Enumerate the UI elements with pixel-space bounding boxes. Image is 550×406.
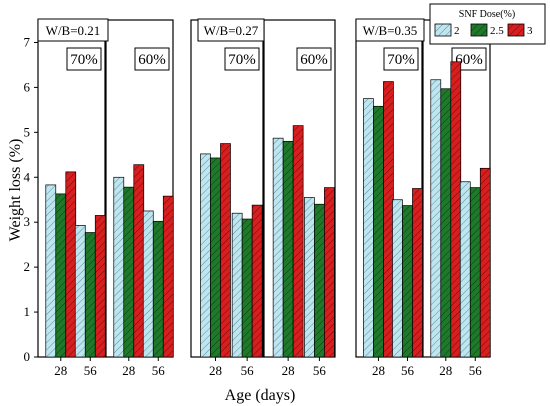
legend-label: 3 [527, 25, 533, 37]
group-label-box [197, 18, 265, 42]
bar [133, 164, 145, 358]
x-tick-label: 56 [401, 363, 415, 378]
bar [314, 203, 325, 358]
panel-label-box [296, 47, 332, 71]
bar [450, 61, 462, 358]
panel-label: 70% [70, 52, 98, 68]
bar [113, 176, 125, 358]
bar [392, 199, 403, 358]
y-tick-label: 0 [24, 349, 31, 364]
y-tick-label: 4 [24, 169, 31, 184]
bar [65, 171, 77, 358]
y-tick-label: 5 [24, 124, 31, 139]
y-tick-label: 3 [24, 214, 31, 229]
y-tick-label: 7 [24, 34, 31, 49]
bar [373, 105, 384, 358]
bar [84, 232, 96, 358]
panel-label: 60% [300, 52, 328, 68]
legend-label: 2 [454, 25, 460, 37]
panel-label-box [134, 47, 170, 71]
group-label: W/B=0.21 [46, 23, 101, 38]
legend-swatch [434, 23, 452, 37]
bar [210, 157, 221, 358]
bar [220, 143, 231, 358]
bar [412, 188, 423, 358]
x-tick-label: 56 [84, 363, 98, 378]
bar [272, 137, 284, 358]
panel-label-box [383, 47, 419, 71]
bar [162, 195, 174, 358]
bar [292, 125, 304, 358]
panel-label: 60% [138, 52, 166, 68]
group-label-box [37, 18, 109, 42]
x-tick-label: 28 [209, 363, 222, 378]
group-label: W/B=0.35 [363, 23, 418, 38]
legend: SNF Dose(%) 2 2.5 3 [429, 3, 546, 45]
bar [479, 167, 491, 358]
bar [282, 140, 294, 358]
panel-label-box [66, 47, 102, 71]
x-tick-label: 28 [54, 363, 67, 378]
bar [241, 218, 253, 358]
panel-label-box [224, 47, 260, 71]
bar [142, 210, 154, 358]
group-label-box [355, 18, 425, 42]
x-tick-label: 28 [439, 363, 452, 378]
y-tick-label: 6 [24, 79, 31, 94]
legend-label: 2.5 [490, 25, 504, 37]
bar [383, 81, 394, 358]
y-tick-label: 1 [24, 304, 31, 319]
bar [45, 184, 57, 358]
y-axis-title: Weight loss (%) [7, 139, 24, 242]
x-tick-label: 56 [241, 363, 255, 378]
bar [152, 220, 164, 358]
x-tick-label: 56 [469, 363, 483, 378]
group-label: W/B=0.27 [204, 23, 259, 38]
bar [251, 204, 263, 358]
bar [231, 212, 243, 358]
bar [469, 187, 481, 358]
bar [324, 187, 335, 358]
bar [304, 197, 315, 358]
x-axis-title: Age (days) [225, 387, 296, 404]
legend-swatch [507, 23, 525, 37]
x-tick-label: 28 [122, 363, 135, 378]
x-tick-label: 28 [282, 363, 295, 378]
bar [123, 186, 135, 358]
bar [402, 205, 413, 358]
panel-label: 60% [455, 52, 483, 68]
x-tick-label: 28 [372, 363, 385, 378]
bar [74, 224, 86, 358]
panel-label: 70% [387, 52, 415, 68]
bar [459, 181, 471, 358]
legend-title: SNF Dose(%) [459, 9, 515, 20]
bar [363, 98, 374, 358]
bar [200, 153, 211, 358]
x-tick-label: 56 [152, 363, 166, 378]
bar [440, 88, 452, 358]
bar [94, 215, 106, 358]
y-tick-label: 2 [24, 259, 31, 274]
bar [430, 79, 442, 358]
x-tick-label: 56 [313, 363, 327, 378]
legend-swatch [470, 23, 488, 37]
panel-label: 70% [228, 52, 256, 68]
bar [55, 193, 67, 358]
